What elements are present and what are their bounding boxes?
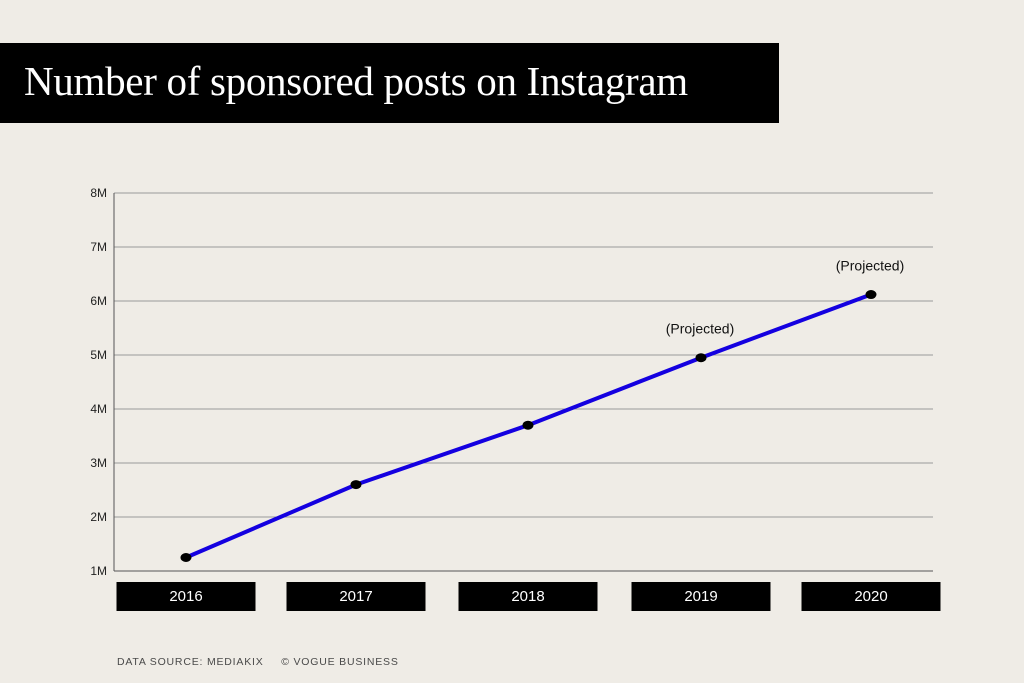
footer: DATA SOURCE: MEDIAKIX © VOGUE BUSINESS: [117, 656, 399, 668]
credit: © VOGUE BUSINESS: [281, 656, 399, 668]
x-label-box: [286, 582, 426, 611]
x-label-box: [801, 582, 941, 611]
y-tick-label: 3M: [90, 456, 107, 470]
x-label-box: [631, 582, 771, 611]
data-point: [522, 420, 534, 430]
data-point: [695, 353, 707, 363]
data-source: DATA SOURCE: MEDIAKIX: [117, 656, 264, 668]
annotation-label: (Projected): [836, 258, 904, 274]
data-point: [180, 553, 192, 562]
y-tick-label: 2M: [90, 510, 107, 524]
y-tick-label: 8M: [90, 186, 107, 200]
data-point: [865, 290, 877, 300]
x-label-box: [458, 582, 598, 611]
x-tick-label: 2018: [511, 588, 544, 605]
x-label-box: [116, 582, 256, 611]
y-tick-label: 6M: [90, 294, 107, 308]
y-tick-label: 5M: [90, 348, 107, 362]
x-tick-label: 2016: [169, 588, 202, 605]
y-tick-label: 4M: [90, 402, 107, 416]
x-tick-label: 2020: [854, 588, 887, 605]
chart-title: Number of sponsored posts on Instagram: [24, 58, 688, 104]
x-tick-label: 2019: [684, 588, 717, 605]
title-bar: Number of sponsored posts on Instagram: [0, 43, 779, 123]
y-tick-label: 7M: [90, 240, 107, 254]
y-tick-label: 1M: [90, 564, 107, 578]
annotation-label: (Projected): [666, 321, 734, 337]
x-tick-label: 2017: [339, 588, 372, 605]
data-point: [350, 480, 362, 490]
